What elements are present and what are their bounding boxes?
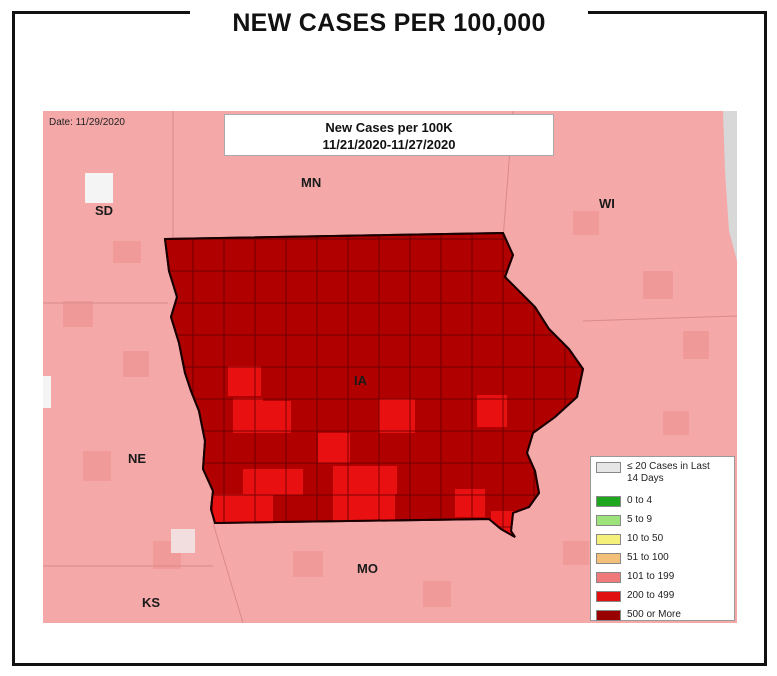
legend-label: 10 to 50 [627,533,664,544]
legend-swatch [596,515,621,526]
state-label-mo: MO [357,561,378,576]
figure-heading: NEW CASES PER 100,000 [190,0,588,46]
state-label-wi: WI [599,196,615,211]
state-label-ne: NE [128,451,147,466]
legend-swatch [596,591,621,602]
low-count-county [171,529,195,553]
state-label-ia: IA [354,373,367,388]
map-title-box: New Cases per 100K 11/21/2020-11/27/2020 [224,114,554,156]
county-grid-lines [165,233,583,537]
legend-item: 51 to 100 [596,552,729,571]
legend-swatch [596,462,621,473]
legend-swatch [596,572,621,583]
legend-label: 200 to 499 [627,590,675,601]
legend-swatch [596,610,621,621]
lake-michigan-area [723,111,737,261]
low-count-county [43,376,51,408]
iowa-outline [163,231,585,538]
legend-item: ≤ 20 Cases in Last 14 Days [596,461,729,495]
map-date-label: Date: 11/29/2020 [49,117,125,128]
legend-item: 5 to 9 [596,514,729,533]
map-title-line1: New Cases per 100K [325,120,453,135]
legend-item: 500 or More [596,609,729,623]
legend-item: 101 to 199 [596,571,729,590]
legend-label: 101 to 199 [627,571,675,582]
legend-label: 500 or More [627,609,681,620]
legend-swatch [596,534,621,545]
legend-item: 0 to 4 [596,495,729,514]
legend-swatch [596,496,621,507]
choropleth-map: Date: 11/29/2020 New Cases per 100K 11/2… [43,111,737,623]
legend-label: 0 to 4 [627,495,653,506]
legend-item: 10 to 50 [596,533,729,552]
state-label-mn: MN [301,175,322,190]
legend-item: 200 to 499 [596,590,729,609]
map-legend: ≤ 20 Cases in Last 14 Days 0 to 4 5 to 9 10… [590,456,735,621]
state-label-sd: SD [95,203,114,218]
low-count-county [85,173,113,203]
legend-label: 5 to 9 [627,514,653,525]
legend-swatch [596,553,621,564]
legend-label: 51 to 100 [627,552,669,563]
state-label-ks: KS [142,595,161,610]
legend-label: ≤ 20 Cases in Last 14 Days [627,461,710,484]
neighbor-county-shading [63,211,709,607]
map-title-line2: 11/21/2020-11/27/2020 [322,137,456,152]
